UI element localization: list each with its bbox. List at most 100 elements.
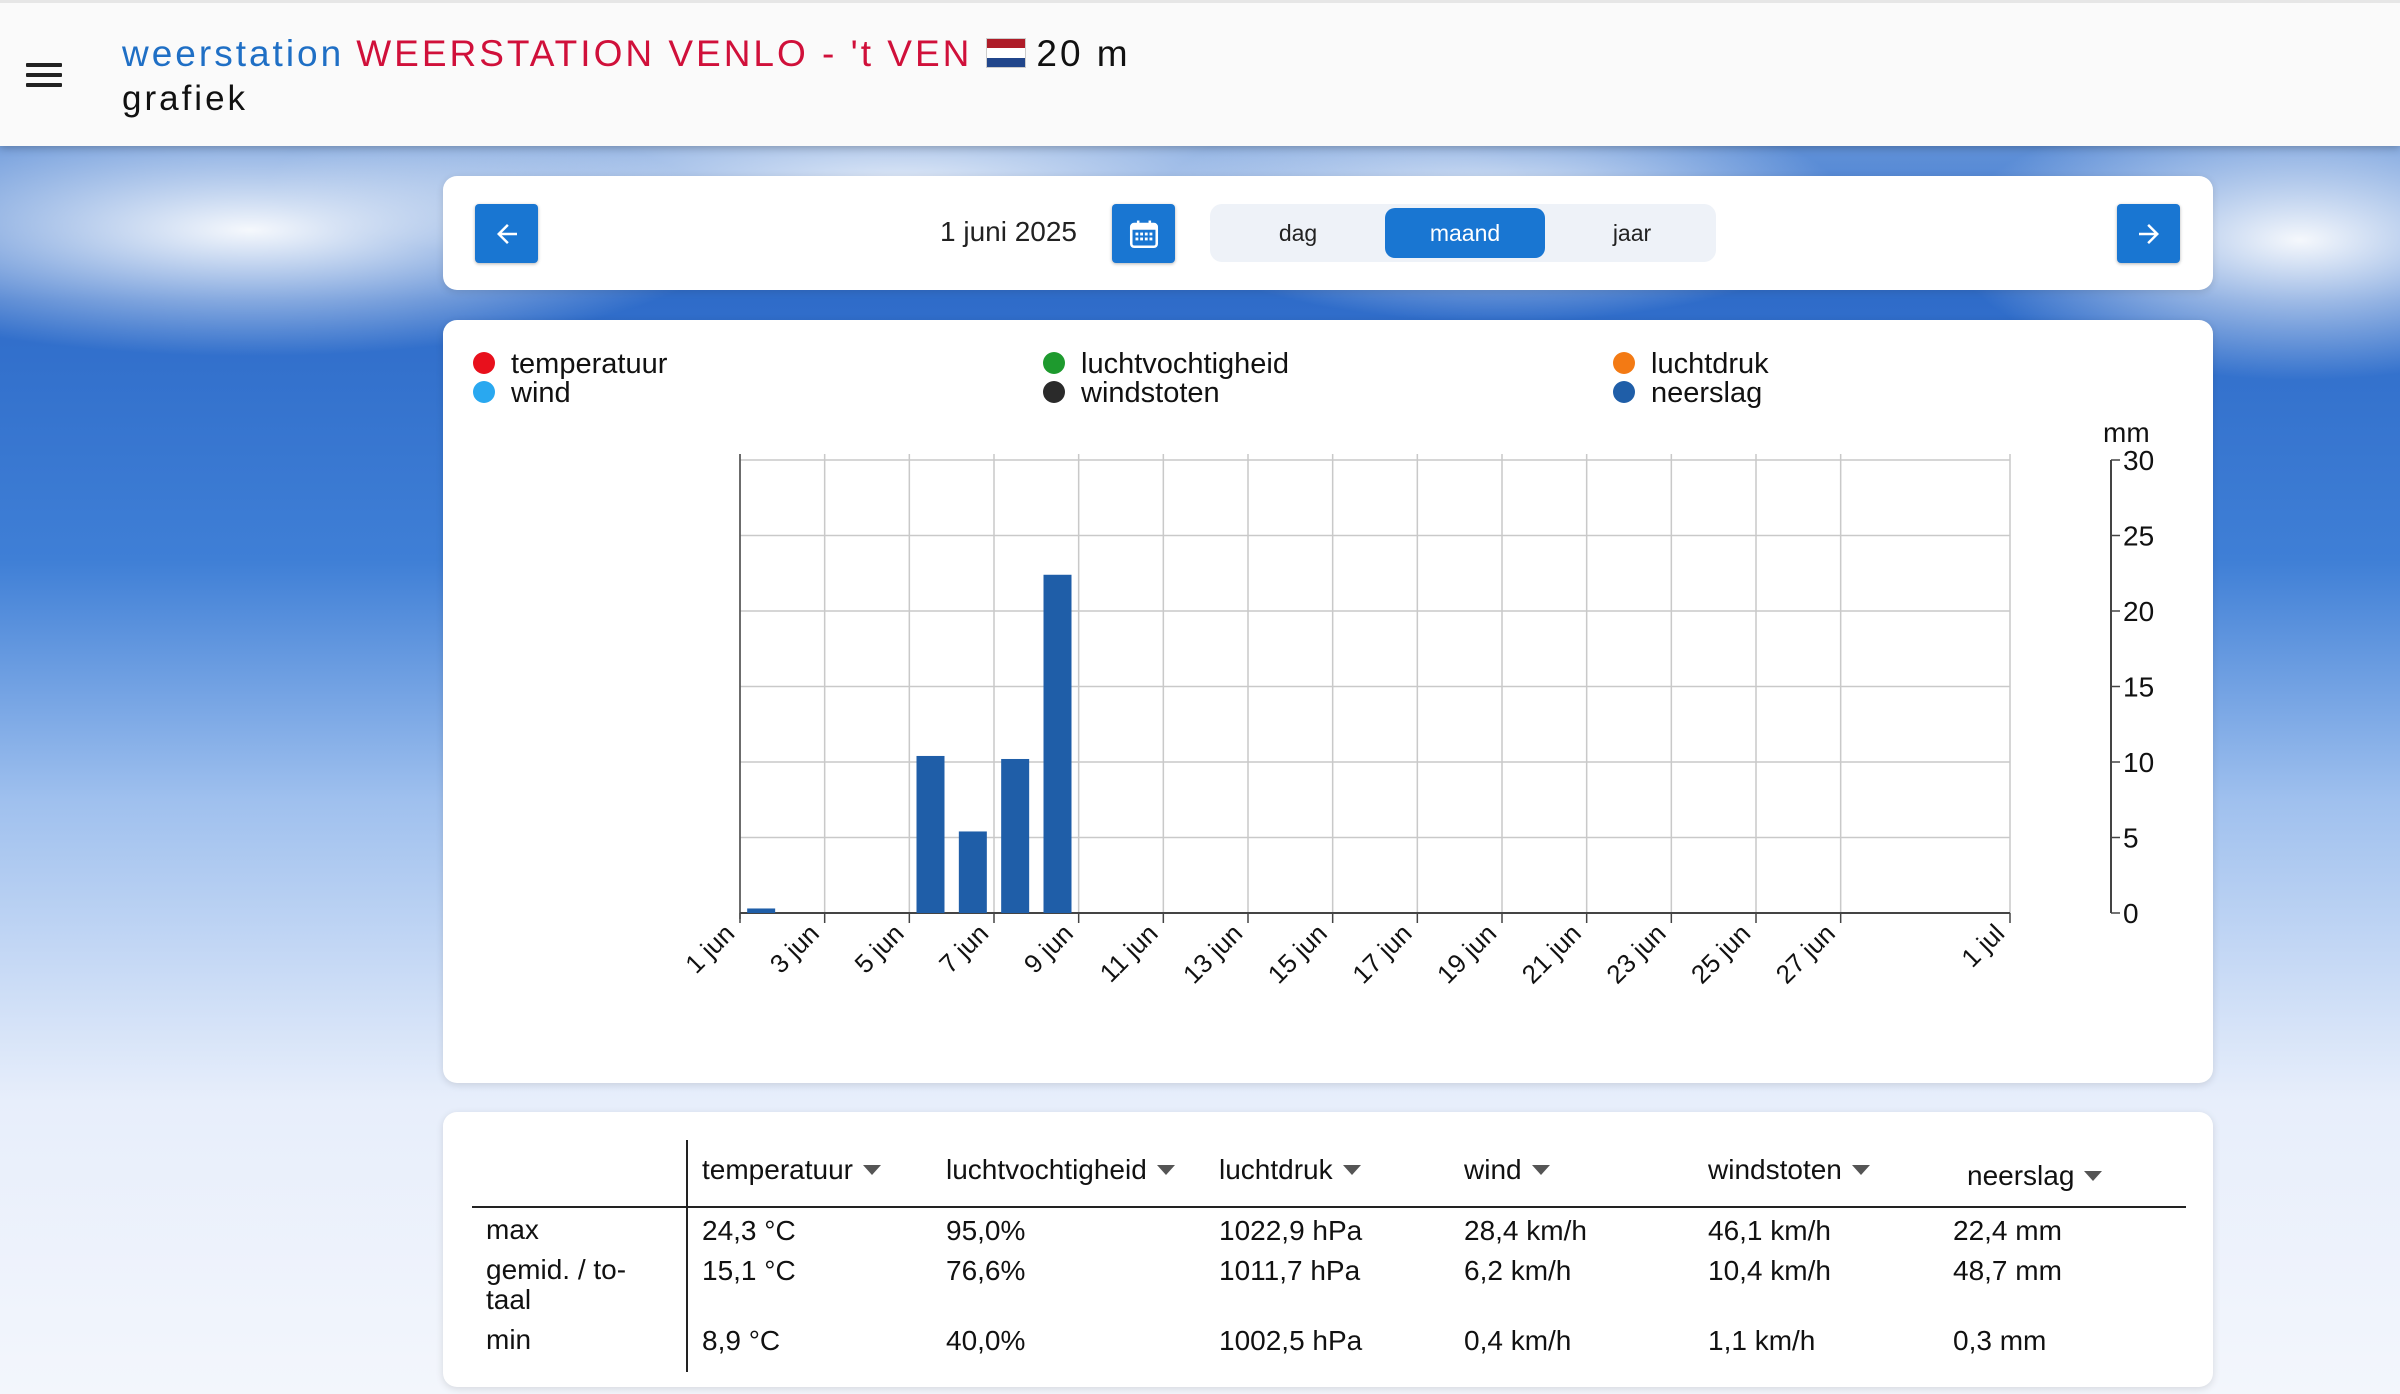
precipitation-bar [1043,574,1072,913]
arrow-left-icon [496,223,517,244]
period-dag-button[interactable]: dag [1278,219,1318,246]
period-navigation: 1 juni 2025 dag maand jaar [443,176,2213,290]
legend-luchtdruk[interactable]: luchtdruk [1613,348,1769,381]
chart-panel: temperatuur wind luchtvochtigheid windst… [443,320,2213,1083]
row-label-gemid-totaal: gemid. / to-taal [486,1254,627,1315]
table-cell: 28,4 km/h [1464,1215,1587,1246]
legend-dot-icon [473,352,495,374]
legend-label: windstoten [1081,377,1220,409]
column-header-wind[interactable]: wind [1464,1154,1550,1186]
x-tick-label: 23 jun [1600,918,1671,989]
table-cell: 15,1 °C [702,1255,796,1286]
x-tick-label: 7 jun [933,918,994,979]
title-prefix: weerstation [122,33,345,74]
legend-wind[interactable]: wind [473,377,571,410]
legend-dot-icon [473,381,495,403]
y-tick-label: 30 [2123,445,2154,476]
x-tick-label: 3 jun [764,918,825,979]
table-cell: 6,2 km/h [1464,1255,1572,1286]
table-cell: 1022,9 hPa [1219,1215,1363,1246]
table-cell: 76,6% [946,1255,1026,1286]
top-app-bar: weerstation WEERSTATION VENLO - 't VEN 20 … [0,0,2400,146]
legend-label: temperatuur [511,348,668,380]
sort-caret-icon [2084,1171,2103,1181]
x-tick-label: 19 jun [1431,918,1502,989]
precipitation-bar [1001,758,1030,913]
legend-label: wind [511,377,571,409]
station-name: WEERSTATION VENLO - 't VEN [356,33,973,74]
column-header-neerslag[interactable]: neerslag [1967,1160,2103,1192]
table-cell: 24,3 °C [702,1215,796,1246]
period-maand-button[interactable]: maand [1385,208,1545,258]
x-tick-label: 25 jun [1685,918,1756,989]
y-axis-unit-label: mm [2103,417,2150,448]
table-cell: 0,4 km/h [1464,1325,1572,1356]
precipitation-chart: 1 jun 3 jun 5 jun 7 jun 9 jun 11 jun 13 jun 15 … [679,417,2154,989]
table-column-divider [686,1140,688,1372]
table-cell: 0,3 mm [1953,1325,2047,1356]
legend-luchtvochtigheid[interactable]: luchtvochtigheid [1043,348,1289,381]
table-cell: 95,0% [946,1215,1026,1246]
arrow-right-icon [2138,223,2159,244]
legend-dot-icon [1043,381,1065,403]
x-tick-label: 21 jun [1516,918,1587,989]
x-tick-label: 1 jul [1955,918,2010,973]
selected-date: 1 juni 2025 [940,216,1078,247]
table-cell: 40,0% [946,1325,1026,1356]
hamburger-menu-icon[interactable] [26,63,62,89]
netherlands-flag-icon [986,38,1027,68]
x-tick-label: 15 jun [1262,918,1333,989]
row-label-min: min [486,1324,532,1355]
table-header-divider [472,1206,2186,1208]
table-cell: 1011,7 hPa [1219,1255,1361,1286]
sort-caret-icon [862,1165,881,1175]
y-tick-label: 25 [2123,521,2154,552]
y-tick-label: 20 [2123,596,2154,627]
sort-caret-icon [1851,1165,1870,1175]
table-cell: 48,7 mm [1953,1255,2062,1286]
period-jaar-button[interactable]: jaar [1612,219,1652,246]
y-tick-label: 0 [2123,898,2139,929]
x-tick-label: 17 jun [1346,918,1417,989]
legend-windstoten[interactable]: windstoten [1043,377,1220,410]
table-cell: 8,9 °C [702,1325,781,1356]
date-picker-button[interactable] [1112,204,1175,263]
x-tick-label: 11 jun [1094,918,1164,988]
x-tick-label: 9 jun [1018,918,1079,979]
column-header-luchtvochtigheid[interactable]: luchtvochtigheid [946,1154,1175,1186]
column-header-temperatuur[interactable]: temperatuur [702,1154,881,1186]
table-cell: 1,1 km/h [1708,1325,1816,1356]
sort-caret-icon [1342,1165,1361,1175]
legend-dot-icon [1613,352,1635,374]
sort-caret-icon [1531,1165,1550,1175]
precipitation-bar [916,755,945,913]
y-tick-label: 10 [2123,747,2154,778]
table-cell: 1002,5 hPa [1219,1325,1363,1356]
y-tick-label: 5 [2123,823,2139,854]
legend-neerslag[interactable]: neerslag [1613,377,1762,410]
table-cell: 10,4 km/h [1708,1255,1831,1286]
page-title: weerstation WEERSTATION VENLO - 't VEN 20 … [122,33,1131,75]
column-header-windstoten[interactable]: windstoten [1708,1154,1870,1186]
precipitation-bar [958,831,987,913]
sort-caret-icon [1156,1165,1175,1175]
table-cell: 22,4 mm [1953,1215,2062,1246]
legend-label: luchtdruk [1651,348,1769,380]
x-tick-label: 13 jun [1177,918,1248,989]
legend-dot-icon [1613,381,1635,403]
legend-dot-icon [1043,352,1065,374]
precipitation-bar [747,908,776,913]
legend-label: luchtvochtigheid [1081,348,1289,380]
x-tick-label: 1 jun [679,918,740,979]
statistics-table: temperatuur luchtvochtigheid luchtdruk w… [443,1112,2213,1387]
station-altitude: 20 m [1036,33,1131,74]
column-header-luchtdruk[interactable]: luchtdruk [1219,1154,1361,1186]
legend-label: neerslag [1651,377,1763,409]
legend-temperatuur[interactable]: temperatuur [473,348,667,381]
y-tick-label: 15 [2123,672,2154,703]
period-selector: dag maand jaar [1210,204,1716,262]
x-tick-label: 5 jun [848,918,909,979]
x-tick-label: 27 jun [1770,918,1841,989]
previous-period-button[interactable] [475,204,538,263]
next-period-button[interactable] [2117,204,2180,263]
